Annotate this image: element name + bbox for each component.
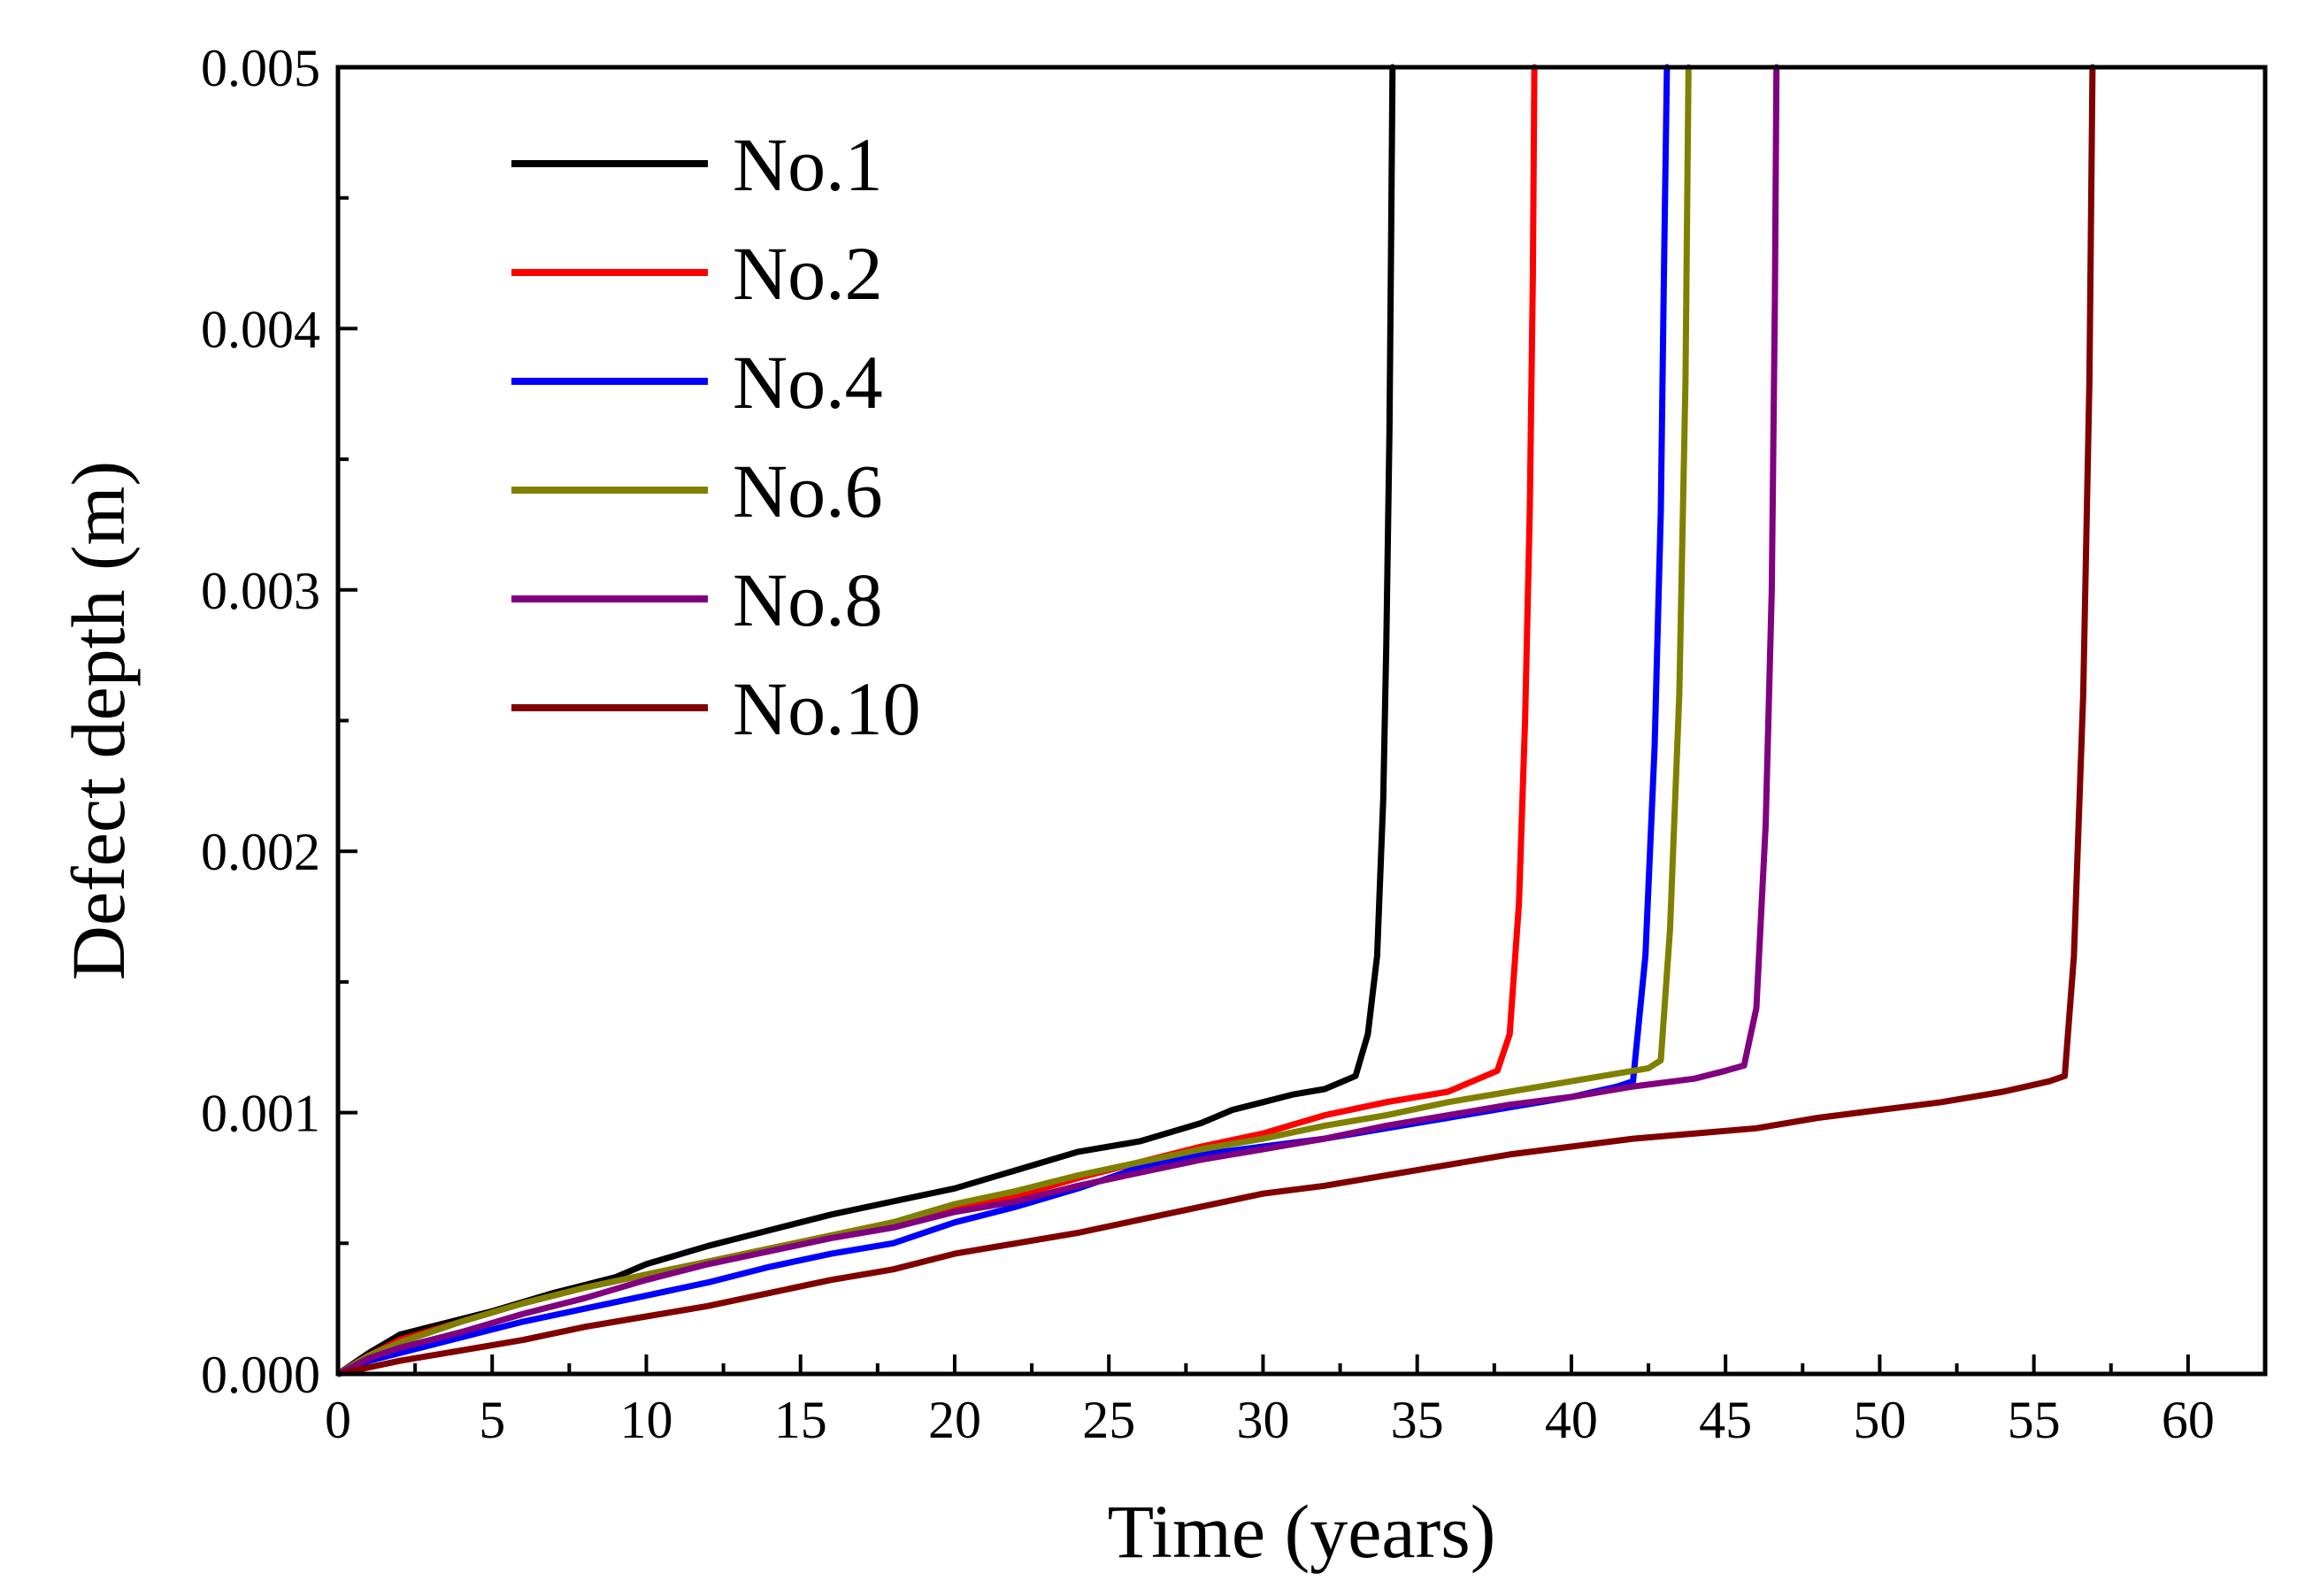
y-tick-label: 0.003	[201, 562, 320, 620]
x-tick-label: 45	[1699, 1391, 1752, 1449]
x-tick-label: 40	[1545, 1391, 1598, 1449]
legend-label: No.6	[733, 449, 883, 533]
x-tick-label: 30	[1236, 1391, 1289, 1449]
y-tick-label: 0.001	[201, 1085, 320, 1143]
x-tick-label: 60	[2162, 1391, 2215, 1449]
y-tick-label: 0.005	[201, 39, 320, 97]
x-tick-label: 50	[1853, 1391, 1906, 1449]
ticks-layer	[336, 65, 2190, 1376]
x-axis-title: Time (years)	[1108, 1489, 1496, 1574]
legend: No.1 No.2 No.4 No.6 No.8 No.10	[511, 122, 921, 751]
y-axis-title: Defect depth (m)	[56, 461, 141, 980]
x-tick-label: 25	[1082, 1391, 1135, 1449]
series-line-no4	[338, 64, 1671, 1377]
x-tick-label: 55	[2008, 1391, 2061, 1449]
x-tick-label: 20	[928, 1391, 981, 1449]
tick-labels-layer: 0 5 10 15 20 25 30 35 40 45 50 55 60 0.000 0.001 0.002 0…	[201, 39, 2215, 1449]
x-tick-label: 35	[1391, 1391, 1444, 1449]
legend-label: No.10	[733, 666, 921, 751]
y-tick-label: 0.000	[201, 1346, 320, 1404]
series-layer	[338, 64, 2096, 1377]
x-tick-label: 0	[325, 1391, 351, 1449]
legend-label: No.4	[733, 340, 883, 425]
series-line-no6	[338, 64, 1692, 1377]
legend-label: No.2	[733, 231, 883, 316]
legend-label: No.1	[733, 122, 883, 207]
x-tick-label: 5	[479, 1391, 505, 1449]
x-tick-label: 10	[619, 1391, 672, 1449]
y-tick-label: 0.004	[201, 300, 320, 358]
plot-frame	[335, 65, 2268, 1377]
x-tick-label: 15	[774, 1391, 827, 1449]
series-line-no8	[338, 64, 1780, 1377]
y-tick-label: 0.002	[201, 823, 320, 881]
series-line-no10	[338, 64, 2096, 1377]
legend-label: No.8	[733, 557, 883, 642]
